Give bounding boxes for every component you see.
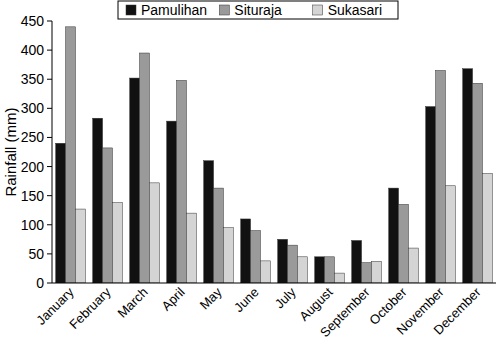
- bar: [75, 209, 85, 283]
- y-tick-label: 50: [28, 246, 44, 262]
- bar: [315, 257, 325, 283]
- bar: [112, 203, 122, 283]
- x-tick-label: June: [231, 285, 262, 316]
- bar: [463, 69, 473, 283]
- bar: [362, 263, 372, 283]
- legend-swatch: [313, 5, 323, 15]
- y-tick-label: 250: [21, 129, 45, 145]
- bar: [66, 27, 76, 283]
- x-tick-label: April: [159, 284, 188, 313]
- y-tick-label: 200: [21, 159, 45, 175]
- y-tick: [47, 253, 52, 254]
- bar: [140, 53, 150, 283]
- y-tick: [47, 21, 52, 22]
- bar: [482, 174, 492, 283]
- y-tick-label: 300: [21, 100, 45, 116]
- y-tick: [47, 166, 52, 167]
- y-tick-label: 0: [36, 275, 44, 291]
- y-tick: [47, 108, 52, 109]
- bar: [297, 257, 307, 283]
- bar: [436, 70, 446, 283]
- legend-label: Situraja: [234, 2, 282, 18]
- bar: [445, 186, 455, 283]
- bar: [56, 143, 66, 283]
- bar: [186, 213, 196, 283]
- legend-swatch: [126, 5, 136, 15]
- legend-label: Sukasari: [328, 2, 382, 18]
- bar: [130, 78, 140, 283]
- bar: [371, 261, 381, 283]
- x-tick-label: May: [197, 284, 225, 312]
- legend: Pamulihan Situraja Sukasari: [118, 1, 398, 19]
- y-tick: [47, 195, 52, 196]
- y-tick-label: 350: [21, 71, 45, 87]
- y-axis-label: Rainfall (mm): [2, 107, 19, 196]
- y-axis: [52, 21, 53, 283]
- y-tick: [47, 50, 52, 51]
- bar: [399, 204, 409, 283]
- bar: [251, 231, 261, 283]
- bar: [241, 219, 251, 283]
- bar: [167, 121, 177, 283]
- bar: [177, 80, 187, 283]
- y-tick: [47, 137, 52, 138]
- y-tick: [47, 79, 52, 80]
- bar: [325, 257, 335, 283]
- x-axis: [52, 283, 496, 284]
- x-tick-label: December: [431, 284, 484, 337]
- y-tick-label: 150: [21, 188, 45, 204]
- bar: [288, 245, 298, 283]
- legend-box: [118, 1, 398, 19]
- bar: [260, 261, 270, 283]
- bar: [408, 248, 418, 283]
- y-tick-label: 100: [21, 217, 45, 233]
- bar: [278, 239, 288, 283]
- bar: [149, 183, 159, 283]
- bars: [56, 27, 493, 283]
- y-tick: [47, 224, 52, 225]
- y-tick-label: 400: [21, 42, 45, 58]
- x-tick-label: September: [317, 284, 373, 340]
- x-tick-label: July: [272, 284, 299, 311]
- bar: [352, 240, 362, 283]
- legend-swatch: [219, 5, 229, 15]
- legend-label: Pamulihan: [141, 2, 207, 18]
- y-tick: [47, 283, 52, 284]
- x-tick-label: March: [114, 285, 150, 321]
- bar: [204, 161, 214, 283]
- bar: [426, 107, 436, 283]
- bar: [389, 188, 399, 283]
- bar: [473, 83, 483, 283]
- bar: [334, 273, 344, 283]
- y-tick-label: 450: [21, 13, 45, 29]
- bar: [93, 118, 103, 283]
- bar: [223, 228, 233, 283]
- x-tick-label: February: [66, 284, 114, 332]
- bar: [103, 148, 113, 283]
- bar: [214, 188, 224, 283]
